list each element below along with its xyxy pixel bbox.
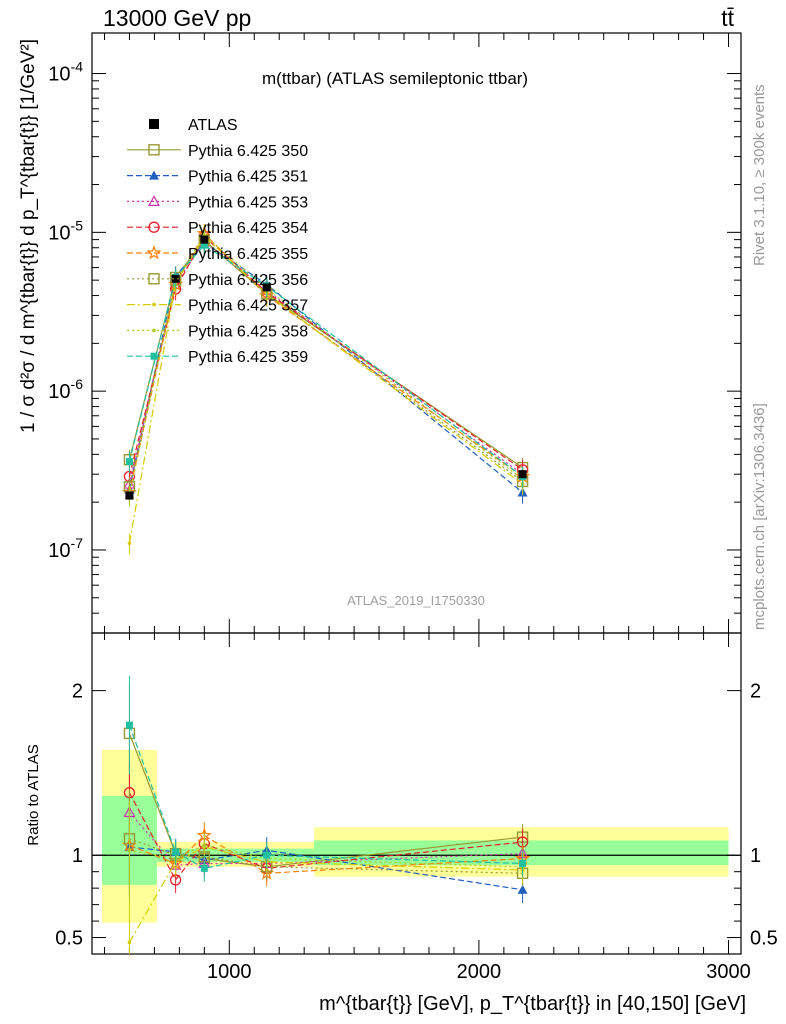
legend-marker <box>146 245 162 260</box>
legend-marker <box>149 119 159 129</box>
y-tick-label: 10-6 <box>48 376 83 403</box>
legend-marker <box>152 302 156 307</box>
y-tick-label-right: 2 <box>750 681 761 703</box>
series-line <box>128 234 523 496</box>
x-tick-label: 2000 <box>457 961 502 983</box>
main-plot-title: m(ttbar) (ATLAS semileptonic ttbar) <box>262 69 528 88</box>
y-tick-label: 10-7 <box>48 535 83 562</box>
series-line <box>128 244 523 477</box>
main-plot-panel: m(ttbar) (ATLAS semileptonic ttbar) ATLA… <box>18 32 742 634</box>
header-right: tt̄ <box>721 5 734 31</box>
data-point <box>125 491 134 500</box>
legend-marker <box>152 328 156 333</box>
main-y-axis-label: 1 / σ d²σ / d m^{tbar{t}} d p_T^{tbar{t}… <box>18 39 39 433</box>
y-tick-label-right: 1 <box>750 845 761 867</box>
data-point <box>127 541 132 546</box>
y-tick-label: 2 <box>72 681 83 703</box>
legend-label: ATLAS <box>188 117 238 134</box>
header-left: 13000 GeV pp <box>103 5 251 31</box>
main-axis-ticks: 10-7 10-6 10-5 10-4 <box>48 33 741 634</box>
y-tick-label: 1 <box>72 845 83 867</box>
data-point <box>125 458 133 466</box>
legend-label: Pythia 6.425 351 <box>188 169 308 186</box>
legend-marker <box>148 221 160 233</box>
ratio-line <box>128 846 523 943</box>
ratio-y-axis-label: Ratio to ATLAS <box>25 744 42 845</box>
legend-label: Pythia 6.425 353 <box>188 194 308 211</box>
x-tick-label: 1000 <box>207 961 252 983</box>
legend-label: Pythia 6.425 356 <box>188 272 308 289</box>
legend-marker <box>148 144 160 156</box>
ratio-point <box>127 940 132 945</box>
legend-label: Pythia 6.425 358 <box>188 323 308 340</box>
main-plot-watermark: ATLAS_2019_I1750330 <box>347 593 485 608</box>
ratio-point <box>172 848 180 856</box>
ratio-line <box>129 838 523 874</box>
ratio-point <box>200 864 208 872</box>
main-series <box>123 230 529 479</box>
legend-label: Pythia 6.425 359 <box>188 349 308 366</box>
legend-label: Pythia 6.425 357 <box>188 298 308 315</box>
x-tick-label: 3000 <box>706 961 751 983</box>
ratio-point <box>125 721 133 729</box>
legend-label: Pythia 6.425 355 <box>188 246 308 263</box>
ratio-plot-panel: Ratio to ATLAS 0.5 0.5 1 1 2 2 1000 2000 3000 m^… <box>25 632 778 1015</box>
ratio-series <box>125 675 527 882</box>
data-point <box>200 235 209 244</box>
y-tick-label-right: 0.5 <box>750 928 778 950</box>
ratio-point <box>202 843 207 848</box>
mcplots-label: mcplots.cern.ch [arXiv:1306.3436] <box>751 403 768 630</box>
main-series-group <box>121 224 531 555</box>
ratio-series-group <box>121 675 531 954</box>
data-point <box>171 274 180 283</box>
rivet-label: Rivet 3.1.10, ≥ 300k events <box>751 84 768 266</box>
legend-marker <box>149 170 159 180</box>
legend-marker <box>148 273 160 285</box>
y-tick-label: 10-4 <box>48 59 83 86</box>
ratio-point <box>263 851 271 859</box>
ratio-line <box>129 844 523 868</box>
y-tick-label: 0.5 <box>55 928 83 950</box>
ratio-point <box>517 884 528 894</box>
x-axis-label: m^{tbar{t}} [GeV], p_T^{tbar{t}} in [40,… <box>319 993 746 1015</box>
ratio-point <box>519 859 527 867</box>
atlas-data-series <box>125 235 527 500</box>
legend-label: Pythia 6.425 354 <box>188 220 308 237</box>
data-point <box>200 241 208 249</box>
main-series <box>124 233 528 504</box>
ratio-plot-frame <box>91 632 742 955</box>
legend: ATLAS Pythia 6.425 350 Pythia 6.425 351 Pyt… <box>127 117 308 366</box>
ratio-point <box>127 848 132 853</box>
legend-marker <box>147 195 161 206</box>
legend-marker <box>150 352 158 360</box>
ratio-axis-ticks: 0.5 0.5 1 1 2 2 1000 2000 3000 <box>55 633 778 983</box>
y-tick-label: 10-5 <box>48 217 83 244</box>
main-series <box>125 235 527 488</box>
ratio-uncertainty-bands <box>92 749 741 923</box>
series-line <box>128 235 523 544</box>
data-point <box>262 283 271 292</box>
data-point <box>518 470 527 479</box>
legend-label: Pythia 6.425 350 <box>188 143 308 160</box>
